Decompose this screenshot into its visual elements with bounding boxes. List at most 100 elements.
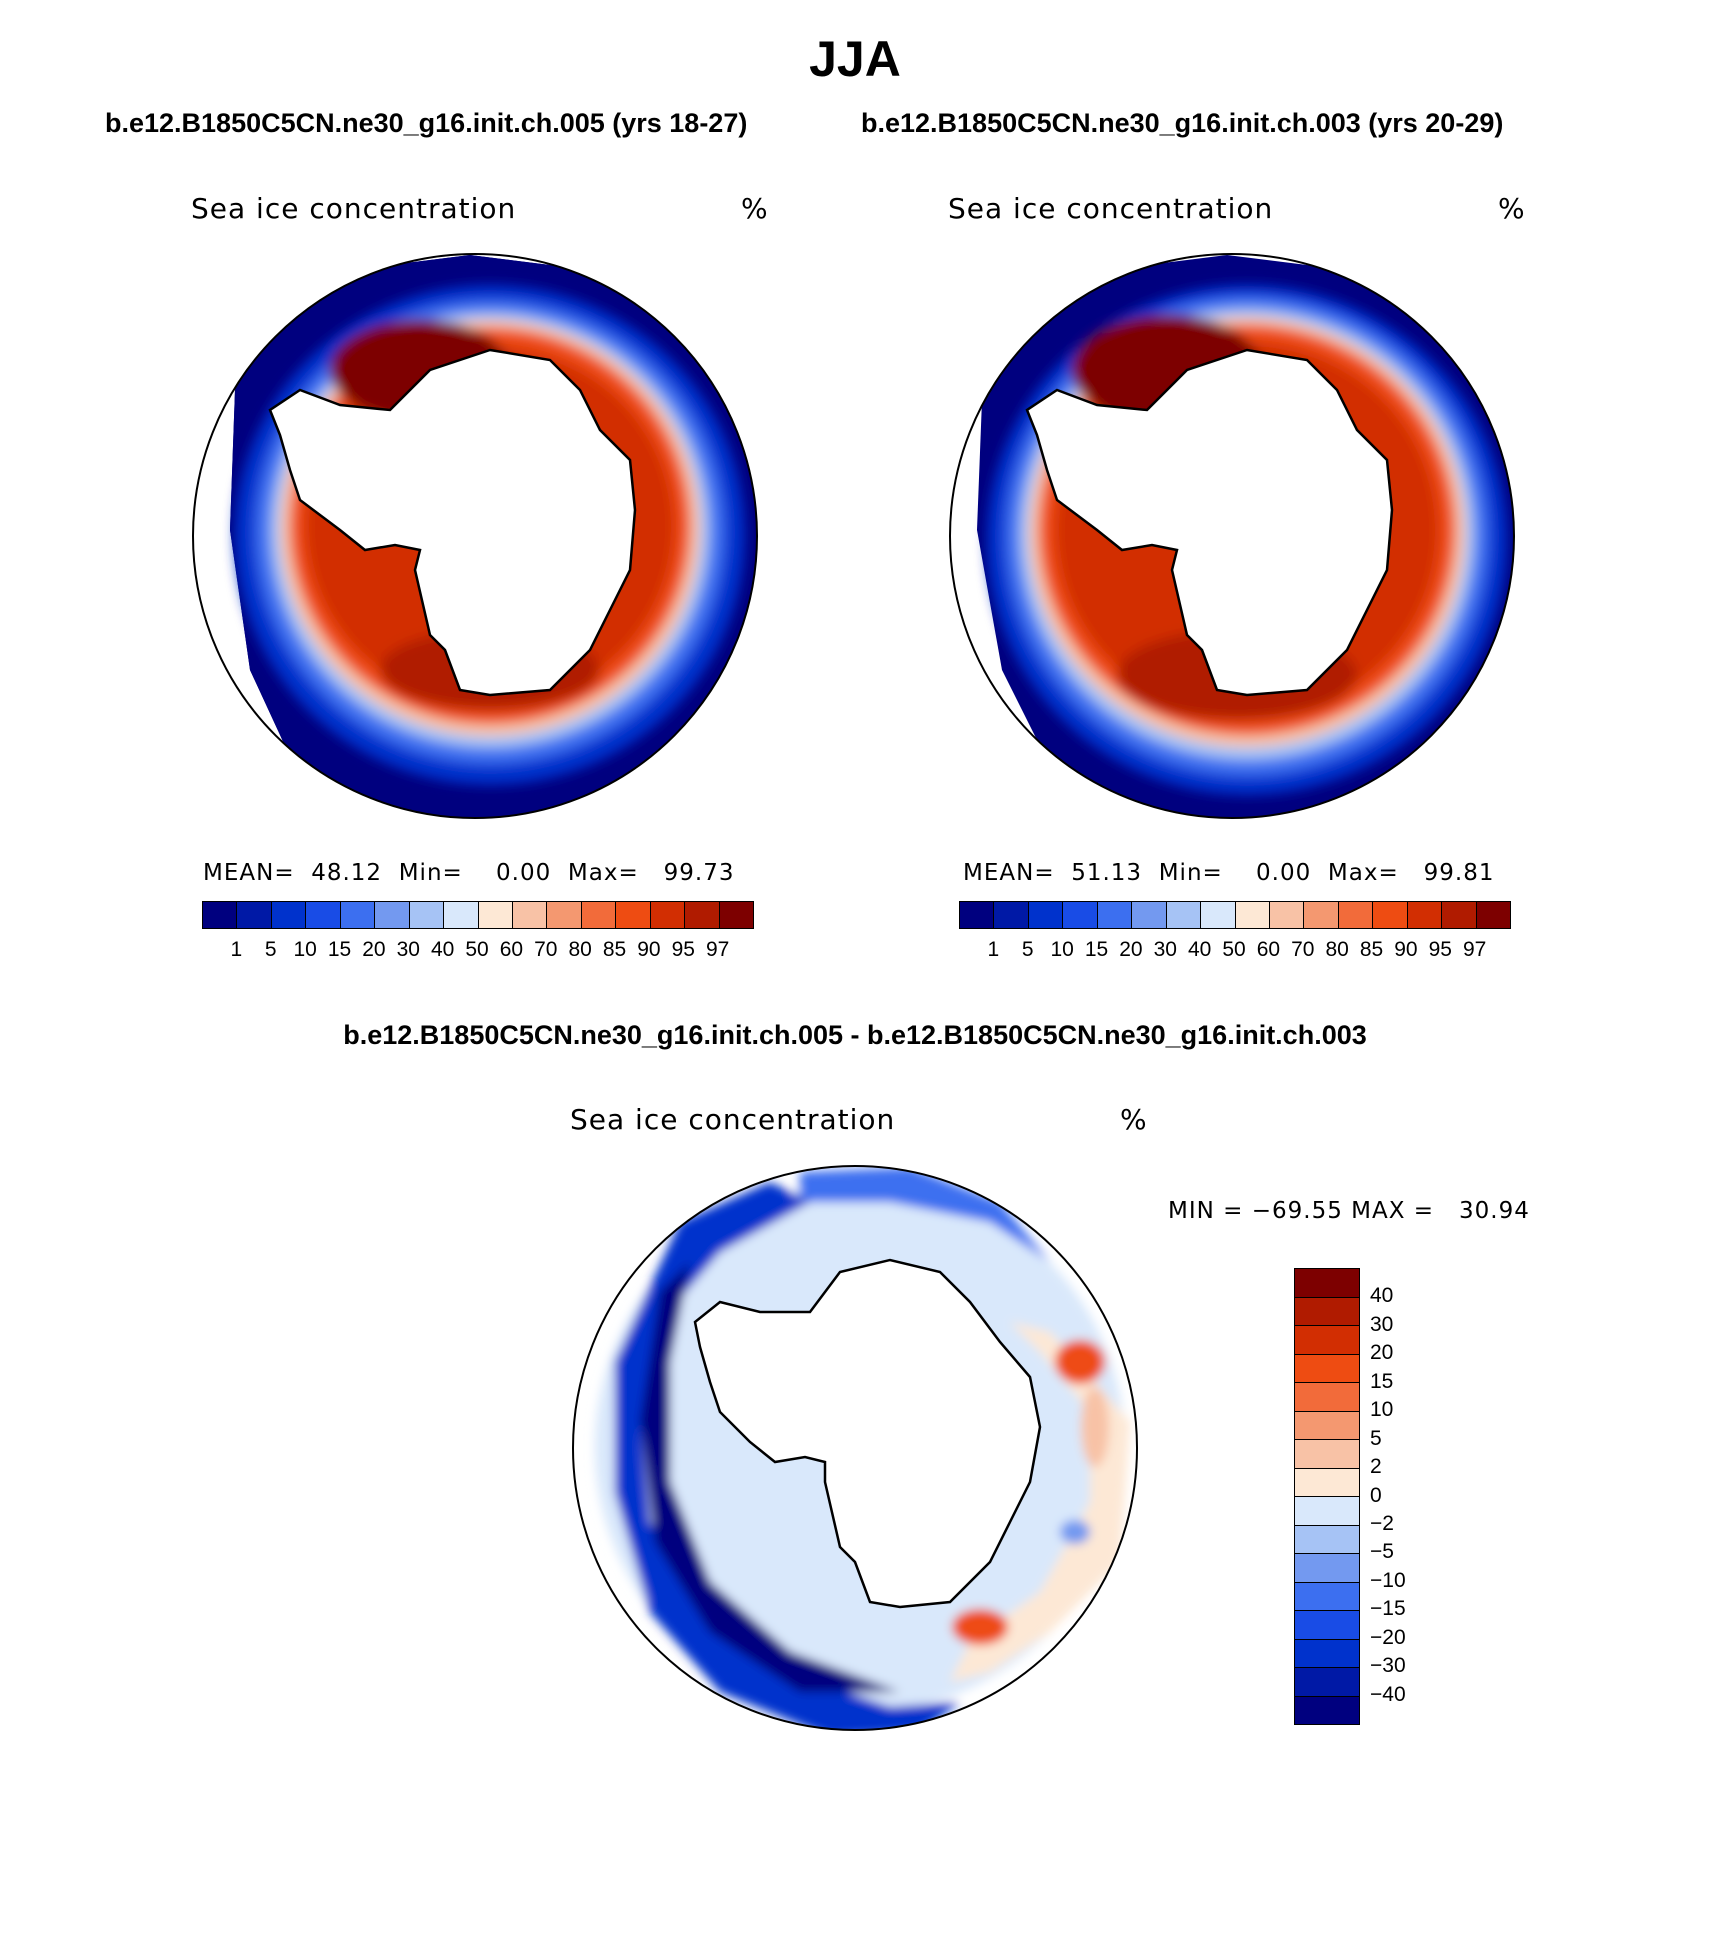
right-max-label: Max= bbox=[1327, 860, 1399, 886]
colorbar-tick-label: 2 bbox=[1370, 1455, 1382, 1479]
left-map-variable-label: Sea ice concentration bbox=[191, 192, 517, 225]
colorbar-swatch bbox=[1295, 1411, 1359, 1440]
colorbar-swatch bbox=[616, 902, 651, 928]
right-colorbar-ticks: 1 5 10 15 20 30 40 50 60 70 80 85 90 95 97 bbox=[959, 938, 1509, 968]
colorbar-swatch bbox=[719, 902, 753, 928]
right-map-stats: MEAN= 51.13 Min= 0.00 Max= 99.81 bbox=[963, 860, 1495, 886]
colorbar-swatch bbox=[1295, 1297, 1359, 1326]
colorbar-swatch bbox=[1166, 902, 1202, 928]
colorbar-swatch bbox=[1295, 1639, 1359, 1668]
colorbar-swatch bbox=[1132, 902, 1167, 928]
colorbar-swatch bbox=[1269, 902, 1305, 928]
colorbar-swatch bbox=[1295, 1383, 1359, 1412]
colorbar-swatch bbox=[203, 902, 238, 928]
colorbar-swatch bbox=[1295, 1525, 1359, 1554]
colorbar-swatch bbox=[478, 902, 513, 928]
left-map-stats: MEAN= 48.12 Min= 0.00 Max= 99.73 bbox=[203, 860, 735, 886]
season-title: JJA bbox=[809, 31, 901, 87]
colorbar-swatch bbox=[1295, 1582, 1359, 1611]
colorbar-tick-label: 5 bbox=[1370, 1426, 1382, 1450]
colorbar-swatch bbox=[1373, 902, 1408, 928]
colorbar-tick-label: 97 bbox=[1462, 938, 1487, 961]
colorbar-swatch bbox=[340, 902, 376, 928]
colorbar-swatch bbox=[685, 902, 720, 928]
colorbar-tick-label: 10 bbox=[293, 938, 317, 961]
colorbar-tick-label: 15 bbox=[327, 938, 352, 961]
colorbar-tick-label: −5 bbox=[1370, 1540, 1394, 1564]
colorbar-swatch bbox=[1442, 902, 1477, 928]
right-max-value: 99.81 bbox=[1423, 860, 1495, 886]
diff-minmax: MIN = −69.55 MAX = 30.94 bbox=[1168, 1198, 1530, 1224]
right-polar-map bbox=[949, 253, 1515, 819]
colorbar-swatch bbox=[1201, 902, 1236, 928]
right-min-value: 0.00 bbox=[1256, 860, 1312, 886]
subtitle-case-003: b.e12.B1850C5CN.ne30_g16.init.ch.003 (yr… bbox=[861, 108, 1504, 138]
subtitle-case-005: b.e12.B1850C5CN.ne30_g16.init.ch.005 (yr… bbox=[105, 108, 748, 138]
colorbar-tick-label: −20 bbox=[1370, 1625, 1406, 1649]
colorbar-swatch bbox=[1295, 1354, 1359, 1383]
left-antarctica bbox=[268, 348, 637, 697]
colorbar-tick-label: 70 bbox=[1291, 938, 1315, 961]
colorbar-tick-label: 40 bbox=[1187, 938, 1212, 961]
colorbar-swatch bbox=[1295, 1611, 1359, 1640]
colorbar-swatch bbox=[1295, 1468, 1359, 1497]
colorbar-tick-label: 80 bbox=[568, 938, 592, 961]
colorbar-tick-label: 1 bbox=[987, 938, 1000, 961]
colorbar-tick-label: 15 bbox=[1084, 938, 1109, 961]
colorbar-tick-label: −2 bbox=[1370, 1511, 1394, 1535]
right-min-label: Min= bbox=[1158, 860, 1223, 886]
left-max-label: Max= bbox=[567, 860, 639, 886]
colorbar-tick-label: 40 bbox=[1370, 1284, 1394, 1308]
right-map-units: % bbox=[1498, 192, 1526, 225]
colorbar-swatch bbox=[547, 902, 582, 928]
left-mean-value: 48.12 bbox=[311, 860, 383, 886]
colorbar-tick-label: 80 bbox=[1325, 938, 1349, 961]
colorbar-swatch bbox=[1304, 902, 1339, 928]
colorbar-swatch bbox=[1097, 902, 1133, 928]
right-map-variable-label: Sea ice concentration bbox=[948, 192, 1274, 225]
colorbar-swatch bbox=[237, 902, 272, 928]
colorbar-swatch bbox=[1295, 1326, 1359, 1355]
colorbar-tick-label: 95 bbox=[1428, 938, 1452, 961]
colorbar-tick-label: 60 bbox=[499, 938, 524, 961]
colorbar-tick-label: 5 bbox=[264, 938, 277, 961]
colorbar-tick-label: 1 bbox=[230, 938, 243, 961]
colorbar-tick-label: 20 bbox=[1370, 1341, 1394, 1365]
colorbar-tick-label: 60 bbox=[1256, 938, 1281, 961]
colorbar-tick-label: 85 bbox=[1359, 938, 1384, 961]
colorbar-tick-label: 30 bbox=[1370, 1312, 1394, 1336]
colorbar-swatch bbox=[1028, 902, 1064, 928]
colorbar-swatch bbox=[1295, 1696, 1359, 1724]
colorbar-swatch bbox=[994, 902, 1029, 928]
colorbar-swatch bbox=[409, 902, 445, 928]
diff-map-variable-label: Sea ice concentration bbox=[570, 1103, 896, 1136]
colorbar-tick-label: 40 bbox=[430, 938, 455, 961]
diff-colorbar-labels: 40 30 20 15 10 5 2 0 −2 −5 −10 −15 −20 −30 −40 bbox=[1370, 1268, 1450, 1723]
colorbar-swatch bbox=[1295, 1554, 1359, 1583]
colorbar-swatch bbox=[1295, 1668, 1359, 1697]
colorbar-tick-label: −40 bbox=[1370, 1682, 1406, 1706]
colorbar-tick-label: 97 bbox=[705, 938, 730, 961]
colorbar-swatch bbox=[271, 902, 307, 928]
colorbar-tick-label: 50 bbox=[465, 938, 489, 961]
right-antarctica bbox=[1025, 348, 1394, 697]
left-min-label: Min= bbox=[398, 860, 463, 886]
diff-colorbar bbox=[1294, 1268, 1360, 1725]
left-mean-label: MEAN= bbox=[203, 860, 295, 886]
colorbar-tick-label: −10 bbox=[1370, 1568, 1406, 1592]
colorbar-swatch bbox=[1476, 902, 1510, 928]
colorbar-tick-label: 70 bbox=[534, 938, 558, 961]
colorbar-swatch bbox=[650, 902, 686, 928]
diff-map-units: % bbox=[1120, 1103, 1148, 1136]
diff-antarctica bbox=[693, 1258, 1042, 1609]
difference-polar-map bbox=[572, 1165, 1138, 1731]
left-map-units: % bbox=[741, 192, 769, 225]
left-colorbar-ticks: 1 5 10 15 20 30 40 50 60 70 80 85 90 95 97 bbox=[202, 938, 752, 968]
colorbar-swatch bbox=[1407, 902, 1443, 928]
colorbar-swatch bbox=[512, 902, 548, 928]
colorbar-tick-label: 30 bbox=[396, 938, 420, 961]
right-colorbar bbox=[959, 901, 1511, 929]
colorbar-tick-label: −30 bbox=[1370, 1654, 1406, 1678]
left-polar-map bbox=[192, 253, 758, 819]
colorbar-swatch bbox=[1338, 902, 1374, 928]
